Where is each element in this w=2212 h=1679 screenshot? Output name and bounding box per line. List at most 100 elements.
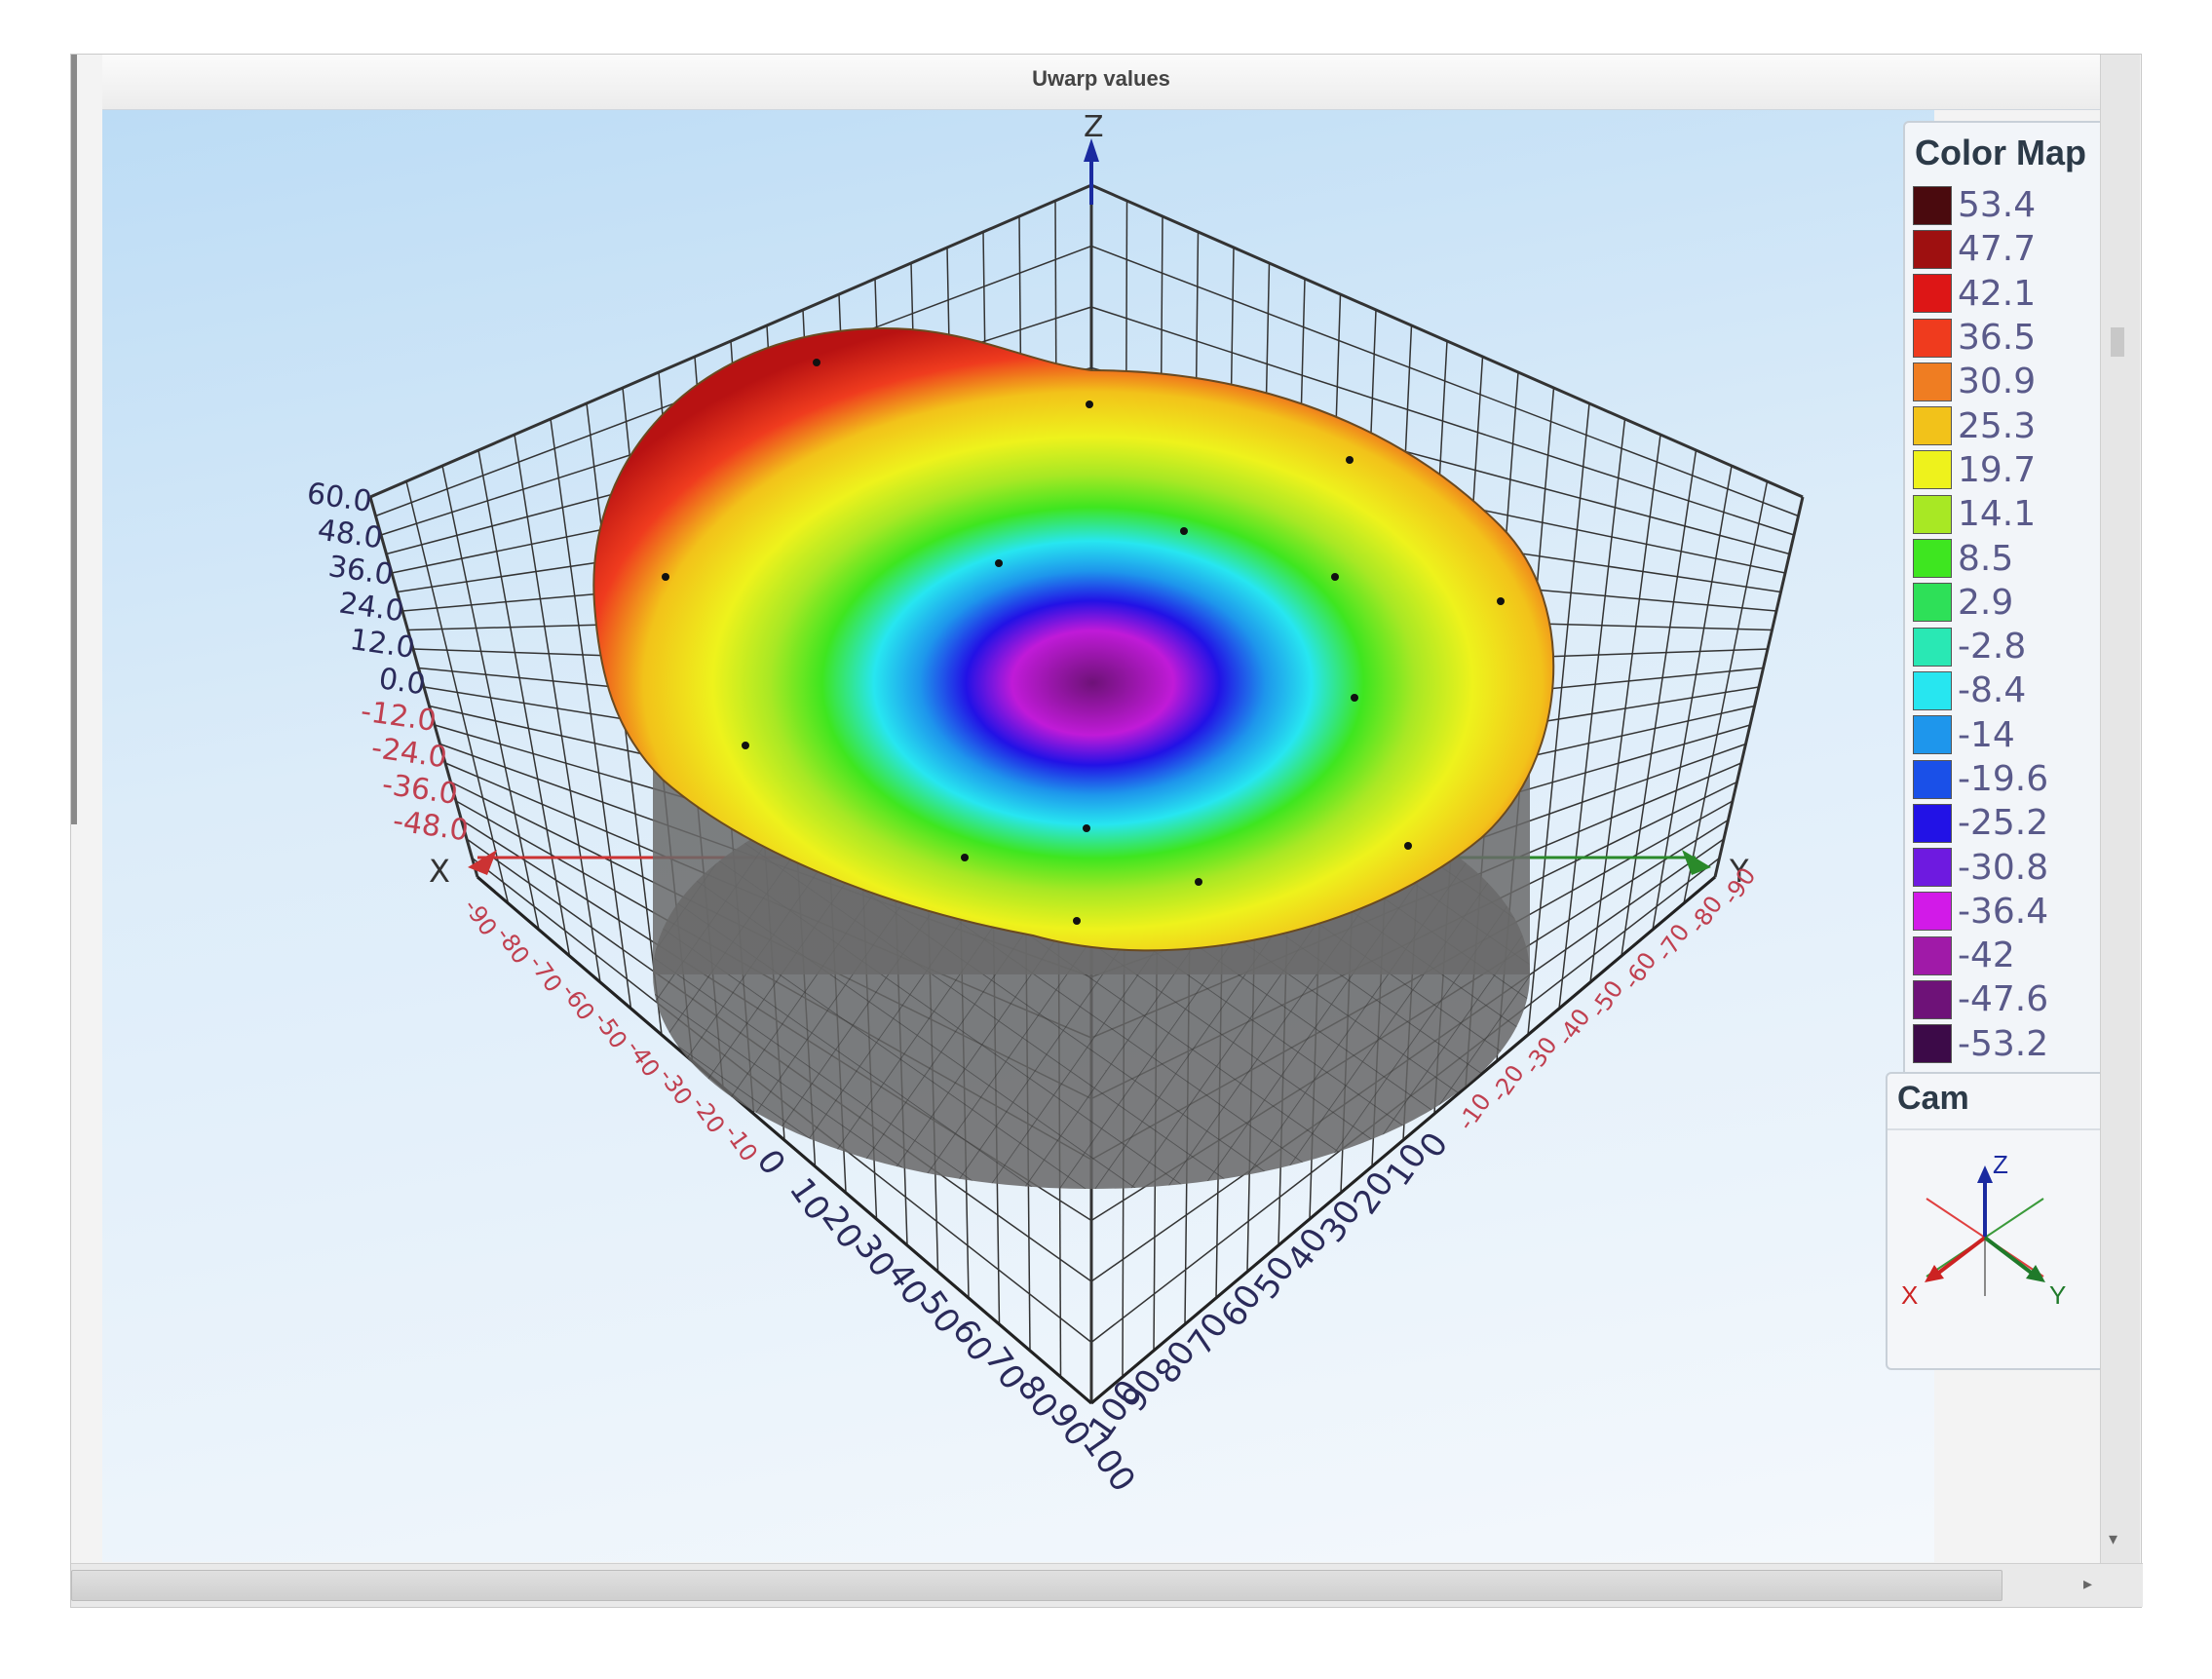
color-map-row: 14.1 — [1913, 492, 2048, 536]
color-map-swatch — [1913, 318, 1952, 358]
grid-line — [1090, 245, 1799, 517]
color-map-row: 42.1 — [1913, 272, 2048, 316]
color-map-swatch — [1913, 185, 1952, 225]
z-tick-label: 60.0 — [305, 477, 374, 519]
scroll-right-arrow-icon[interactable]: ▸ — [2082, 1574, 2092, 1593]
color-map-list: 53.4 47.7 42.1 36.5 30.9 25.3 19.7 14.1 8.5 2.9 -2… — [1913, 183, 2048, 1066]
data-point — [1195, 878, 1202, 886]
grid-line — [1090, 306, 1795, 536]
color-map-value: 30.9 — [1958, 362, 2037, 402]
data-point — [1331, 573, 1339, 581]
floor-edge-y — [1090, 875, 1716, 1405]
z-tick-label: 36.0 — [326, 550, 396, 592]
color-map-row: 25.3 — [1913, 403, 2048, 447]
color-map-value: 2.9 — [1958, 582, 2014, 623]
color-map-value: 8.5 — [1958, 538, 2014, 579]
color-map-swatch — [1913, 229, 1952, 269]
vertical-scroll-thumb[interactable] — [2111, 327, 2124, 357]
color-map-swatch — [1913, 715, 1952, 755]
data-points — [662, 359, 1505, 925]
color-map-swatch — [1913, 274, 1952, 314]
color-map-title: Color Map — [1915, 133, 2086, 172]
color-map-swatch — [1913, 583, 1952, 623]
x-axis-arrow-icon — [468, 850, 497, 875]
camera-x-label: X — [1901, 1280, 1918, 1310]
color-map-row: 19.7 — [1913, 448, 2048, 492]
data-point — [961, 854, 969, 861]
color-map-value: 36.5 — [1958, 318, 2037, 359]
color-map-row: -36.4 — [1913, 890, 2048, 934]
color-map-swatch — [1913, 494, 1952, 534]
data-point — [813, 359, 820, 366]
color-map-value: -2.8 — [1958, 627, 2027, 668]
data-point — [662, 573, 669, 581]
surface-mesh — [592, 327, 1555, 952]
color-map-value: -19.6 — [1958, 759, 2049, 799]
color-map-row: -30.8 — [1913, 845, 2048, 889]
x-axis-title: X — [429, 853, 450, 890]
camera-x-axis-icon — [1934, 1236, 1987, 1277]
data-point — [1404, 842, 1412, 850]
vertical-scrollbar[interactable]: ▾ — [2100, 55, 2140, 1565]
data-point — [1086, 401, 1093, 408]
floor-edge-x — [477, 875, 1092, 1405]
z-tick-label: 48.0 — [316, 513, 385, 555]
color-map-swatch — [1913, 803, 1952, 843]
color-map-swatch — [1913, 979, 1952, 1019]
color-map-row: -19.6 — [1913, 757, 2048, 801]
color-map-value: 14.1 — [1958, 494, 2037, 535]
color-map-value: -25.2 — [1958, 803, 2049, 844]
color-map-value: 47.7 — [1958, 229, 2037, 270]
color-map-value: -36.4 — [1958, 891, 2049, 932]
data-point — [1497, 597, 1505, 605]
color-map-value: 19.7 — [1958, 449, 2037, 490]
color-map-value: -30.8 — [1958, 847, 2049, 888]
data-point — [1083, 824, 1090, 832]
horizontal-scrollbar[interactable]: ▸ — [71, 1563, 2143, 1607]
color-map-row: 8.5 — [1913, 536, 2048, 580]
camera-y-arrow-icon — [2026, 1265, 2045, 1282]
camera-y-label: Y — [2049, 1280, 2066, 1310]
color-map-swatch — [1913, 627, 1952, 667]
camera-title: Cam — [1897, 1080, 1969, 1117]
color-map-row: 53.4 — [1913, 183, 2048, 227]
window-title: Uwarp values — [1032, 66, 1170, 91]
data-point — [1180, 527, 1188, 535]
color-map-swatch — [1913, 450, 1952, 490]
color-map-value: -47.6 — [1958, 979, 2049, 1020]
color-map-swatch — [1913, 406, 1952, 446]
data-point — [1073, 917, 1081, 925]
color-map-value: -14 — [1958, 714, 2015, 755]
z-axis-arrow-icon — [1084, 138, 1099, 162]
color-map-value: -8.4 — [1958, 670, 2027, 711]
color-map-row: 47.7 — [1913, 227, 2048, 271]
color-map-swatch — [1913, 935, 1952, 975]
camera-y-axis-icon — [1983, 1236, 2036, 1277]
camera-axes-gizmo[interactable]: Z X Y — [1888, 1130, 2108, 1364]
title-bar: Uwarp values — [102, 55, 2100, 110]
color-map-swatch — [1913, 362, 1952, 401]
data-point — [1351, 694, 1358, 702]
scroll-down-arrow-icon[interactable]: ▾ — [2109, 1529, 2118, 1548]
color-map-value: -42 — [1958, 935, 2015, 976]
camera-z-arrow-icon — [1977, 1165, 1993, 1183]
color-map-value: 42.1 — [1958, 273, 2037, 314]
y-axis-title: Y — [1729, 853, 1749, 890]
color-map-value: -53.2 — [1958, 1023, 2049, 1064]
data-point — [1346, 456, 1354, 464]
surface — [592, 327, 1555, 1189]
horizontal-scroll-thumb[interactable] — [71, 1570, 2002, 1601]
color-map-value: 53.4 — [1958, 185, 2037, 226]
color-map-swatch — [1913, 670, 1952, 710]
grid-line — [369, 183, 1092, 499]
color-map-row: -14 — [1913, 713, 2048, 757]
grid-line — [1090, 183, 1804, 499]
color-map-swatch — [1913, 759, 1952, 799]
color-map-row: -25.2 — [1913, 801, 2048, 845]
camera-z-label: Z — [1993, 1150, 2008, 1179]
color-map-row: 2.9 — [1913, 581, 2048, 625]
camera-panel[interactable]: Cam Z X Y — [1886, 1072, 2114, 1370]
color-map-row: 30.9 — [1913, 360, 2048, 403]
color-map-swatch — [1913, 539, 1952, 579]
